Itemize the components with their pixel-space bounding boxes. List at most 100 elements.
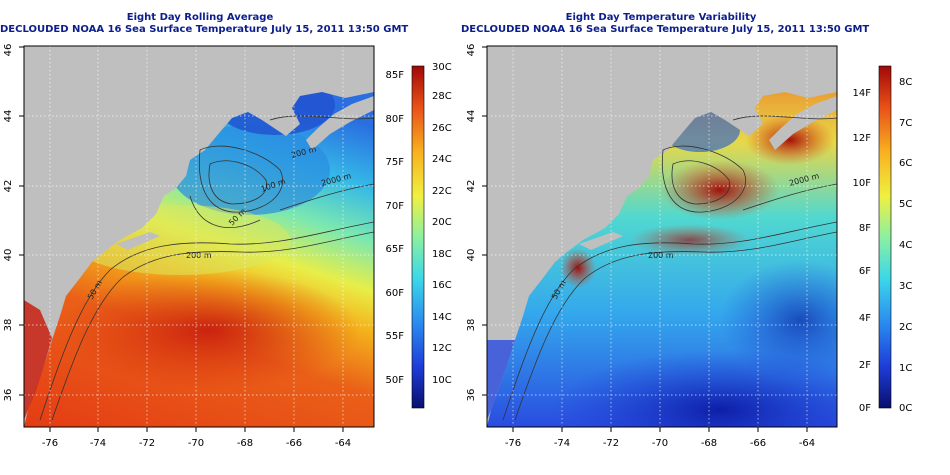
celsius-label: 18C: [432, 249, 452, 260]
right-graticule: [487, 46, 837, 427]
celsius-label: 8C: [899, 77, 912, 88]
x-tick-label: -72: [139, 438, 155, 449]
left-long-island: [116, 232, 160, 250]
celsius-label: 3C: [899, 281, 912, 292]
left-colorbar: 50F 55F 60F 65F 70F 75F 80F 85F 10C 12C …: [386, 62, 452, 409]
left-x-tick-labels: -76 -74 -72 -70 -68 -66 -64: [42, 438, 351, 449]
left-gulf-of-maine-cool: [170, 125, 330, 215]
celsius-label: 26C: [432, 123, 452, 134]
celsius-label: 6C: [899, 158, 912, 169]
x-tick-label: -68: [237, 438, 253, 449]
celsius-label: 28C: [432, 91, 452, 102]
fahrenheit-label: 12F: [853, 133, 872, 144]
right-map: 50 m 200 m 2000 m: [487, 46, 837, 427]
y-tick-label: 46: [3, 44, 14, 57]
fahrenheit-label: 14F: [853, 88, 872, 99]
right-map-title: Eight Day Temperature Variability DECLOU…: [461, 12, 870, 36]
right-low-variability-offshore: [720, 260, 837, 380]
celsius-label: 22C: [432, 186, 452, 197]
left-map-title-line1: Eight Day Rolling Average: [126, 12, 274, 23]
right-x-tick-labels: -76 -74 -72 -70 -68 -66 -64: [505, 438, 815, 449]
fahrenheit-label: 70F: [386, 201, 405, 212]
left-y-tick-labels: 36 38 40 42 44 46: [3, 44, 14, 402]
left-colorbar-gradient: [411, 65, 425, 409]
left-map: 50 m 200 m 50 m 100 m 200 m 2000 m: [24, 46, 374, 427]
y-tick-label: 46: [466, 44, 477, 57]
fahrenheit-label: 0F: [859, 403, 871, 414]
right-high-variability-coast: [560, 248, 596, 288]
x-tick-label: -70: [188, 438, 204, 449]
y-tick-label: 36: [466, 389, 477, 402]
contour-label: 200 m: [648, 251, 674, 260]
right-coastal-band: [487, 340, 515, 420]
right-colorbar: 0F 2F 4F 6F 8F 10F 12F 14F 0C 1C 2C 3C 4…: [853, 65, 912, 414]
right-map-title-line2: DECLOUDED NOAA 16 Sea Surface Temperatur…: [461, 24, 870, 35]
celsius-label: 20C: [432, 217, 452, 228]
y-tick-label: 40: [3, 249, 14, 262]
x-tick-label: -68: [701, 438, 717, 449]
x-tick-label: -64: [335, 438, 351, 449]
left-graticule: [24, 46, 374, 427]
y-tick-label: 40: [466, 249, 477, 262]
y-tick-label: 42: [466, 180, 477, 193]
right-map-title-line1: Eight Day Temperature Variability: [565, 12, 757, 23]
right-nova-scotia: [769, 96, 837, 150]
right-high-variability-slope: [630, 224, 750, 256]
fahrenheit-label: 8F: [859, 223, 871, 234]
left-gulf-stream-core: [60, 270, 360, 390]
left-land-mass: [24, 46, 374, 427]
fahrenheit-label: 2F: [859, 360, 871, 371]
celsius-label: 4C: [899, 240, 912, 251]
x-tick-label: -70: [652, 438, 668, 449]
celsius-label: 1C: [899, 363, 912, 374]
y-tick-label: 38: [3, 319, 14, 332]
x-tick-label: -76: [42, 438, 58, 449]
y-tick-label: 36: [3, 389, 14, 402]
fahrenheit-label: 85F: [386, 70, 405, 81]
celsius-label: 14C: [432, 312, 452, 323]
fahrenheit-label: 80F: [386, 114, 405, 125]
fahrenheit-label: 6F: [859, 266, 871, 277]
right-y-axis: [482, 46, 487, 396]
right-long-island: [579, 232, 623, 250]
x-tick-label: -64: [799, 438, 815, 449]
right-map-frame: [486, 45, 838, 428]
celsius-label: 2C: [899, 322, 912, 333]
y-tick-label: 44: [466, 110, 477, 123]
celsius-label: 0C: [899, 403, 912, 414]
left-coastal-warm: [24, 300, 52, 420]
celsius-label: 7C: [899, 118, 912, 129]
celsius-label: 24C: [432, 154, 452, 165]
left-x-axis: [49, 427, 344, 432]
right-low-variability-south: [550, 350, 837, 427]
x-tick-label: -74: [90, 438, 106, 449]
x-tick-label: -72: [603, 438, 619, 449]
y-tick-label: 42: [3, 180, 14, 193]
celsius-label: 30C: [432, 62, 452, 73]
celsius-label: 5C: [899, 199, 912, 210]
x-tick-label: -74: [554, 438, 570, 449]
fahrenheit-label: 50F: [386, 375, 405, 386]
y-tick-label: 44: [3, 110, 14, 123]
right-high-variability-shelf: [660, 160, 780, 220]
right-y-tick-labels: 36 38 40 42 44 46: [466, 44, 477, 402]
fahrenheit-label: 75F: [386, 157, 405, 168]
left-nova-scotia: [306, 96, 374, 150]
left-map-title-line2: DECLOUDED NOAA 16 Sea Surface Temperatur…: [0, 24, 409, 35]
fahrenheit-label: 60F: [386, 288, 405, 299]
x-tick-label: -76: [505, 438, 521, 449]
fahrenheit-label: 4F: [859, 313, 871, 324]
left-map-title: Eight Day Rolling Average DECLOUDED NOAA…: [0, 12, 409, 36]
right-bathymetry-contours: [502, 115, 837, 421]
y-tick-label: 38: [466, 319, 477, 332]
right-land-mass: [487, 46, 837, 427]
celsius-label: 10C: [432, 375, 452, 386]
left-map-frame: [23, 45, 375, 428]
left-bathymetry-contours: [39, 115, 374, 421]
right-colorbar-gradient: [878, 65, 892, 409]
contour-label: 200 m: [186, 251, 212, 260]
x-tick-label: -66: [286, 438, 302, 449]
right-x-axis: [512, 427, 808, 432]
x-tick-label: -66: [750, 438, 766, 449]
